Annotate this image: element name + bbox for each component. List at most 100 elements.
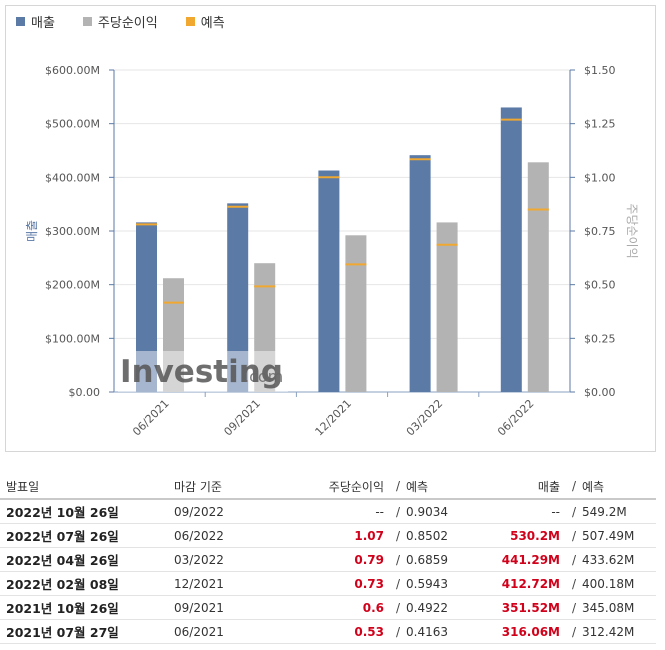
right-tick-label: $0.25 bbox=[584, 332, 616, 345]
x-tick-label: 09/2021 bbox=[221, 397, 263, 439]
row-eps-sep: / bbox=[384, 523, 400, 548]
revenue-bar bbox=[227, 203, 249, 392]
row-eps-sep: / bbox=[384, 547, 400, 572]
table-body: 2022년 10월 26일 09/2022 --/0.9034 --/549.2M 20… bbox=[0, 499, 656, 644]
row-eps-sep: / bbox=[384, 571, 400, 596]
row-date: 2022년 02월 08일 bbox=[0, 571, 174, 596]
revenue-bar bbox=[500, 107, 522, 392]
table-row: 2022년 02월 08일 12/2021 0.73/0.5943 412.72M/4… bbox=[0, 571, 656, 596]
investing-watermark-logo: Investing bbox=[120, 354, 283, 390]
left-tick-label: $100.00M bbox=[45, 332, 100, 345]
left-tick-label: $200.00M bbox=[45, 279, 100, 292]
row-revenue-forecast: 345.08M bbox=[576, 595, 656, 620]
row-revenue-sep: / bbox=[560, 619, 576, 644]
legend-item-revenue[interactable]: 매출 bbox=[16, 12, 55, 31]
left-tick-label: $300.00M bbox=[45, 225, 100, 238]
header-revenue-forecast[interactable]: 예측 bbox=[576, 474, 656, 500]
x-tick-label: 06/2022 bbox=[495, 397, 537, 439]
watermark-backdrop bbox=[118, 351, 288, 392]
revenue-bar bbox=[318, 170, 340, 392]
row-revenue: 316.06M bbox=[480, 619, 560, 644]
eps-bar bbox=[254, 263, 276, 392]
table-header-row: 발표일 마감 기준 주당순이익 / 예측 매출 / 예측 bbox=[0, 474, 656, 500]
row-eps: 1.07 bbox=[284, 523, 384, 548]
earnings-chart: 매출 주당순이익 예측 $0.00 $0.00 $100.00M $0.25 $200.… bbox=[5, 5, 656, 452]
right-axis-title: 주당순이익 bbox=[625, 203, 639, 258]
row-eps-forecast: 0.6859 bbox=[400, 547, 480, 572]
row-eps-forecast: 0.4922 bbox=[400, 595, 480, 620]
row-eps-forecast: 0.8502 bbox=[400, 523, 480, 548]
row-period: 06/2021 bbox=[174, 619, 284, 644]
row-revenue: 530.2M bbox=[480, 523, 560, 548]
row-eps: -- bbox=[284, 499, 384, 524]
row-revenue-forecast: 549.2M bbox=[576, 499, 656, 524]
eps-bar bbox=[436, 222, 458, 392]
legend-label-eps: 주당순이익 bbox=[97, 15, 158, 31]
row-eps-sep: / bbox=[384, 619, 400, 644]
row-date: 2021년 07월 27일 bbox=[0, 619, 174, 644]
row-revenue-forecast: 507.49M bbox=[576, 523, 656, 548]
row-revenue-forecast: 312.42M bbox=[576, 619, 656, 644]
row-revenue: 412.72M bbox=[480, 571, 560, 596]
chart-legend: 매출 주당순이익 예측 bbox=[16, 12, 225, 31]
row-revenue-sep: / bbox=[560, 523, 576, 548]
row-revenue-sep: / bbox=[560, 571, 576, 596]
x-tick-label: 06/2021 bbox=[130, 397, 172, 439]
row-revenue-sep: / bbox=[560, 595, 576, 620]
eps-bar bbox=[163, 278, 184, 392]
row-eps-forecast: 0.4163 bbox=[400, 619, 480, 644]
header-revenue[interactable]: 매출 bbox=[480, 474, 560, 500]
row-eps: 0.6 bbox=[284, 595, 384, 620]
row-eps: 0.53 bbox=[284, 619, 384, 644]
row-revenue: -- bbox=[480, 499, 560, 524]
left-tick-label: $400.00M bbox=[45, 171, 100, 184]
left-tick-label: $0.00 bbox=[69, 386, 101, 399]
right-tick-label: $0.50 bbox=[584, 279, 616, 292]
row-date: 2022년 10월 26일 bbox=[0, 499, 174, 524]
row-date: 2022년 04월 26일 bbox=[0, 547, 174, 572]
row-eps-forecast: 0.9034 bbox=[400, 499, 480, 524]
header-eps-sep: / bbox=[384, 474, 400, 500]
row-revenue-sep: / bbox=[560, 499, 576, 524]
eps-bar bbox=[345, 235, 367, 392]
earnings-table: 발표일 마감 기준 주당순이익 / 예측 매출 / 예측 2022년 10월 2… bbox=[0, 474, 656, 644]
right-tick-label: $1.50 bbox=[584, 64, 616, 77]
row-revenue: 441.29M bbox=[480, 547, 560, 572]
x-tick-label: 03/2022 bbox=[404, 397, 446, 439]
header-revenue-sep: / bbox=[560, 474, 576, 500]
right-tick-label: $0.00 bbox=[584, 386, 616, 399]
revenue-bar bbox=[136, 222, 157, 392]
row-eps-sep: / bbox=[384, 499, 400, 524]
table-row: 2022년 10월 26일 09/2022 --/0.9034 --/549.2M bbox=[0, 499, 656, 524]
legend-swatch-forecast bbox=[185, 16, 195, 26]
left-tick-label: $500.00M bbox=[45, 118, 100, 131]
row-revenue-forecast: 400.18M bbox=[576, 571, 656, 596]
row-revenue-sep: / bbox=[560, 547, 576, 572]
legend-item-forecast[interactable]: 예측 bbox=[185, 12, 225, 31]
legend-label-forecast: 예측 bbox=[200, 15, 225, 31]
table-row: 2022년 04월 26일 03/2022 0.79/0.6859 441.29M/4… bbox=[0, 547, 656, 572]
left-axis-title: 매출 bbox=[25, 220, 39, 242]
row-date: 2021년 10월 26일 bbox=[0, 595, 174, 620]
table-row: 2021년 10월 26일 09/2021 0.6/0.4922 351.52M/34… bbox=[0, 595, 656, 620]
header-eps-forecast[interactable]: 예측 bbox=[400, 474, 480, 500]
legend-swatch-revenue bbox=[16, 16, 25, 26]
right-tick-label: $1.00 bbox=[584, 171, 616, 184]
revenue-bar bbox=[409, 155, 431, 392]
legend-item-eps[interactable]: 주당순이익 bbox=[82, 12, 158, 31]
row-period: 03/2022 bbox=[174, 547, 284, 572]
x-tick-label: 12/2021 bbox=[313, 397, 355, 439]
row-eps: 0.79 bbox=[284, 547, 384, 572]
header-period[interactable]: 마감 기준 bbox=[174, 474, 284, 500]
left-tick-label: $600.00M bbox=[45, 64, 100, 77]
header-eps[interactable]: 주당순이익 bbox=[284, 474, 384, 500]
row-revenue: 351.52M bbox=[480, 595, 560, 620]
header-date[interactable]: 발표일 bbox=[0, 474, 174, 500]
legend-label-revenue: 매출 bbox=[31, 15, 55, 31]
row-period: 09/2021 bbox=[174, 595, 284, 620]
row-period: 09/2022 bbox=[174, 499, 284, 524]
row-period: 06/2022 bbox=[174, 523, 284, 548]
table-row: 2021년 07월 27일 06/2021 0.53/0.4163 316.06M/3… bbox=[0, 619, 656, 644]
right-tick-label: $1.25 bbox=[584, 118, 616, 131]
chart-plot: $0.00 $0.00 $100.00M $0.25 $200.00M $0.50 $300… bbox=[25, 64, 639, 439]
